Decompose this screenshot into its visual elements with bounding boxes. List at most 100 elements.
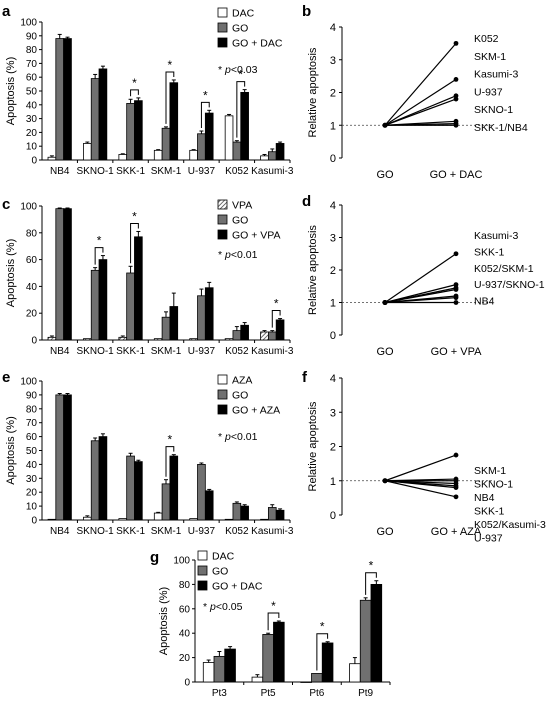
bar-c-go-vpa: [98, 259, 108, 341]
series-label-f: U-937: [474, 533, 503, 545]
bar-e-aza: [47, 518, 57, 521]
category-label-a: NB4: [50, 166, 70, 177]
legend-swatch-c: [217, 229, 228, 240]
bar-a-go-dac: [275, 143, 285, 161]
series-line-d: [384, 288, 457, 304]
y-tick-label-a: 0: [31, 156, 37, 167]
bar-a-go-dac: [63, 38, 72, 161]
bar-e-aza: [118, 518, 128, 521]
category-label-a: K052: [225, 166, 249, 177]
legend-label-a: GO: [232, 23, 248, 35]
data-point-b: [453, 96, 459, 102]
significance-bracket-g: [316, 633, 329, 671]
significance-star-g: *: [369, 559, 374, 573]
p-value-note-e: * p<0.01: [218, 431, 258, 443]
p-value-note-a: * p<0.03: [218, 64, 258, 76]
bar-e-go: [126, 455, 135, 521]
y-axis-title-f: Relative apoptosis: [307, 401, 319, 491]
series-label-b: SKNO-1: [474, 104, 513, 116]
y-axis-title-d: Relative apoptosis: [307, 225, 319, 315]
x-tick-label-f: GO: [376, 526, 394, 538]
y-tick-label-c: 20: [26, 309, 38, 320]
significance-star-c: *: [132, 209, 137, 223]
y-axis-title-g: Apoptosis (%): [158, 587, 170, 655]
category-label-c: SKM-1: [151, 346, 182, 357]
significance-bracket-a: [130, 89, 139, 97]
bar-e-go: [90, 440, 100, 521]
panel-label-g: g: [150, 549, 159, 566]
y-tick-label-f: 3: [330, 407, 336, 419]
data-point-d: [453, 287, 459, 292]
y-tick-label-e: 0: [31, 516, 37, 527]
category-label-e: SKNO-1: [77, 526, 115, 537]
bar-a-go-dac: [204, 112, 214, 161]
legend-swatch-a: [217, 22, 228, 33]
p-value-note-c: * p<0.01: [218, 249, 258, 261]
legend-swatch-e: [217, 374, 228, 385]
bar-c-vpa: [260, 331, 269, 341]
y-tick-label-g: 40: [179, 629, 191, 640]
bar-g-go-dac: [370, 584, 383, 683]
x-tick-label-f: GO + AZA: [431, 526, 482, 538]
category-label-a: Kasumi-3: [251, 166, 294, 177]
bar-e-go: [161, 483, 171, 521]
category-label-c: Kasumi-3: [251, 346, 294, 357]
significance-star-a: *: [203, 88, 208, 102]
y-tick-label-d: 2: [330, 265, 336, 277]
bar-a-go: [90, 78, 100, 161]
bar-a-go: [232, 141, 242, 161]
bar-e-go-aza: [98, 436, 108, 521]
bar-c-go-vpa: [169, 306, 179, 341]
legend-label-c: GO: [232, 215, 248, 227]
bar-c-go-vpa: [240, 324, 249, 341]
y-tick-label-c: 100: [20, 202, 37, 213]
category-label-c: K052: [225, 346, 249, 357]
significance-star-e: *: [168, 433, 173, 447]
bar-a-go-dac: [240, 91, 249, 161]
category-label-e: SKK-1: [116, 526, 145, 537]
y-tick-label-e: 60: [26, 432, 38, 443]
series-label-f: SKNO-1: [474, 479, 513, 491]
significance-bracket-c: [271, 310, 281, 328]
significance-star-a: *: [132, 76, 137, 90]
significance-bracket-a: [236, 81, 246, 138]
bar-a-dac: [118, 154, 128, 161]
series-line-f: [384, 480, 457, 498]
category-label-a: SKNO-1: [77, 166, 115, 177]
x-tick-label-d: GO + VPA: [431, 346, 483, 358]
y-tick-label-g: 0: [184, 678, 190, 689]
bar-g-dac: [202, 662, 215, 683]
legend-label-a: DAC: [232, 8, 255, 20]
legend-swatch-g: [197, 565, 208, 576]
legend-swatch-c: [217, 199, 228, 210]
category-label-g: Pt3: [212, 688, 227, 699]
data-point-d: [453, 300, 459, 305]
y-axis-title-b: Relative apoptosis: [307, 47, 319, 137]
bar-e-go: [267, 507, 277, 521]
y-tick-label-e: 20: [26, 488, 38, 499]
bar-a-dac: [47, 156, 57, 161]
bar-c-go: [55, 208, 65, 341]
y-tick-label-e: 10: [26, 502, 38, 513]
y-tick-label-a: 50: [26, 87, 38, 98]
bar-e-go: [197, 463, 206, 521]
y-tick-label-f: 0: [330, 510, 336, 522]
significance-bracket-a: [200, 101, 210, 129]
y-tick-label-b: 2: [330, 88, 336, 100]
bar-e-aza: [83, 516, 92, 521]
y-tick-label-g: 60: [179, 604, 191, 615]
legend-swatch-c: [217, 214, 228, 225]
significance-star-a: *: [168, 58, 173, 72]
y-tick-label-g: 80: [179, 580, 191, 591]
bar-g-go: [311, 673, 323, 683]
panel-label-b: b: [302, 3, 311, 20]
y-tick-label-a: 70: [26, 59, 38, 70]
bar-c-go-vpa: [204, 287, 214, 341]
y-tick-label-f: 4: [330, 373, 336, 385]
y-tick-label-e: 30: [26, 474, 38, 485]
bar-c-go: [267, 331, 277, 341]
category-label-g: Pt9: [358, 688, 373, 699]
category-label-c: NB4: [50, 346, 70, 357]
y-tick-label-e: 90: [26, 390, 38, 401]
data-point-f: [453, 452, 459, 458]
